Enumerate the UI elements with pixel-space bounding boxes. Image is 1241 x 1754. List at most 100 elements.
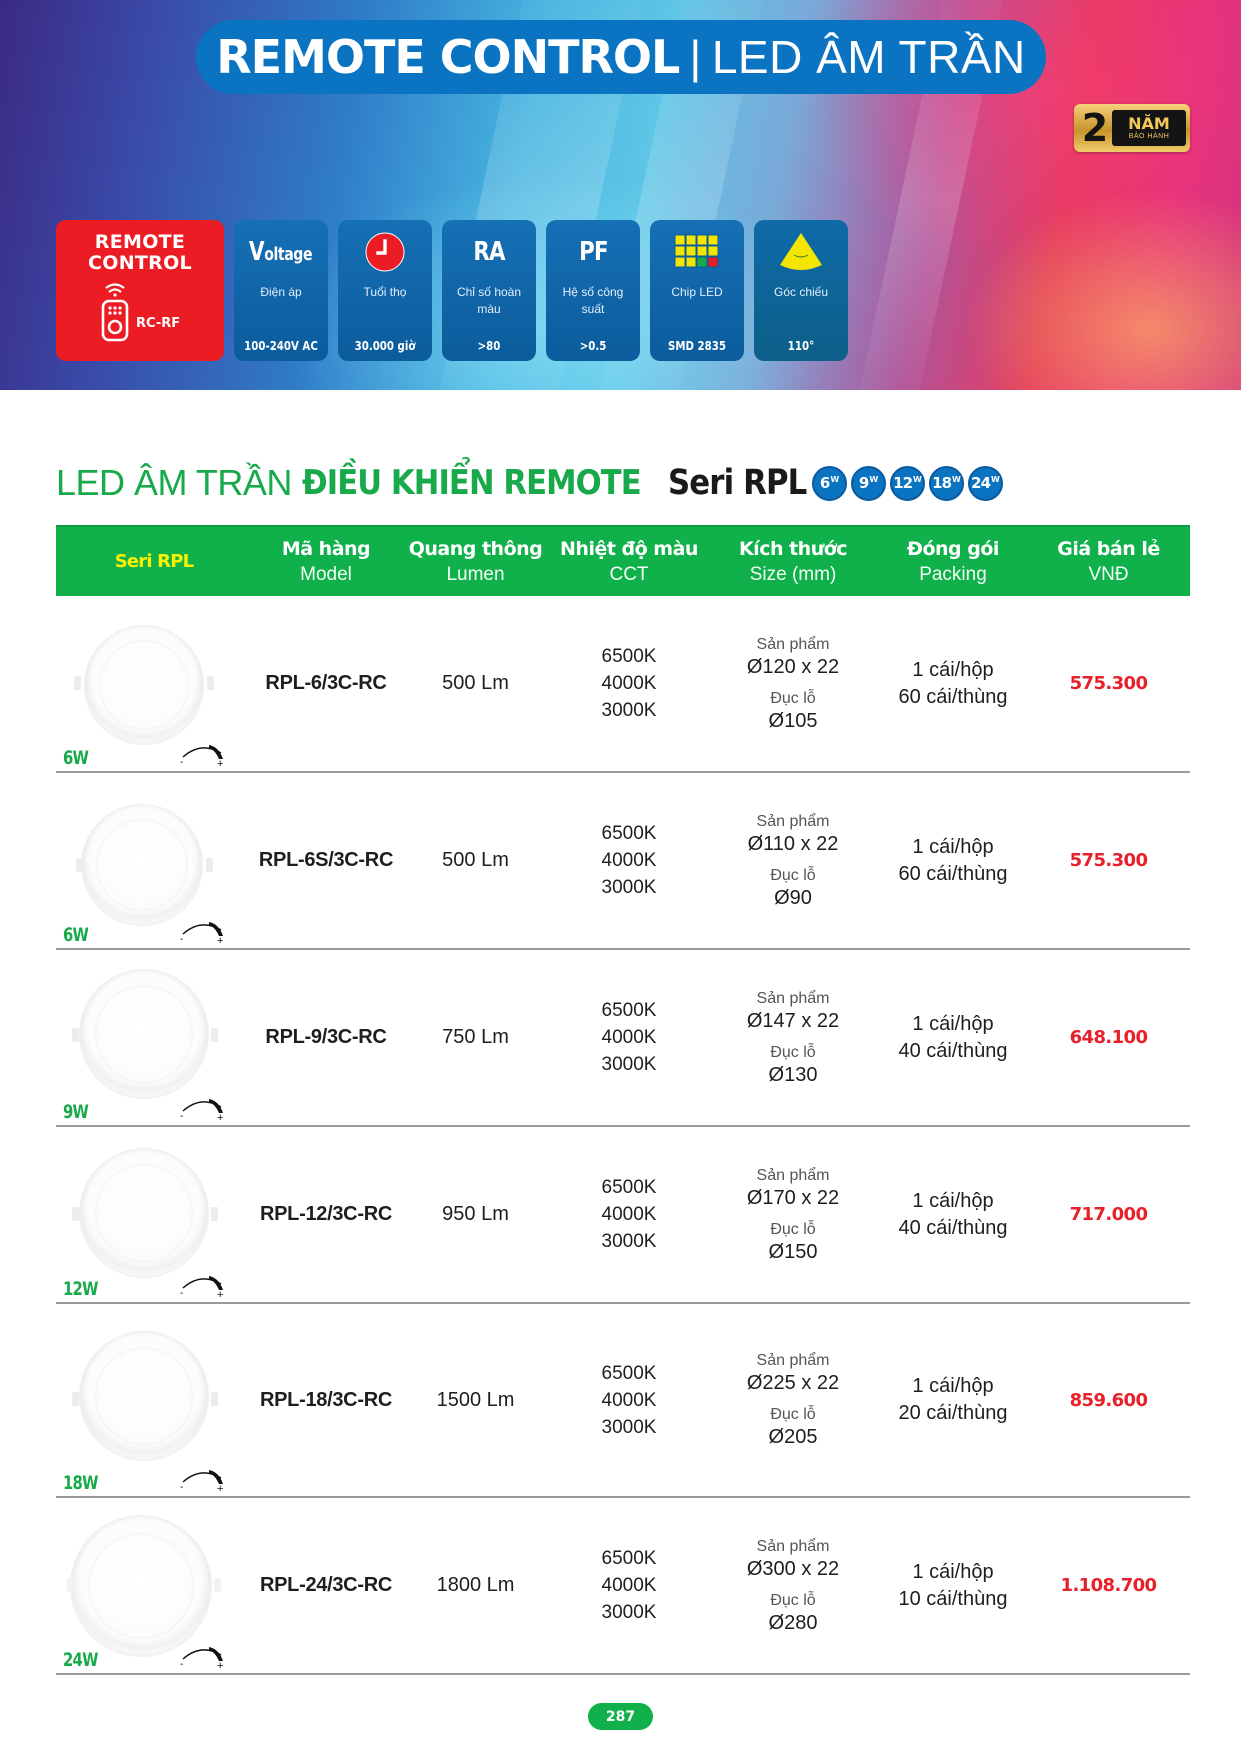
packing-values: 1 cái/hộp 40 cái/thùng — [898, 1189, 1008, 1239]
remote-label: RC-RF — [136, 316, 181, 331]
watt-label: 18W — [63, 1472, 98, 1494]
svg-text:+: + — [217, 1112, 223, 1121]
spec-value: >80 — [477, 339, 501, 353]
cct-values: 6500K 4000K 3000K — [601, 1177, 657, 1252]
header-cct: Nhiệt độ màu CCT — [560, 537, 698, 585]
watt-label: 9W — [63, 1101, 89, 1123]
product-table: Seri RPL Mã hàng Model Quang thông Lumen N… — [56, 525, 1190, 1675]
spec-card-ra: RA Chỉ số hoàn màu >80 — [442, 220, 536, 361]
size-values: Sản phẩm Ø147 x 22 Đục lỗ Ø130 — [746, 989, 840, 1086]
hero-banner: REMOTE CONTROL | LED ÂM TRẦN 2 NĂM BẢO H… — [0, 0, 1241, 440]
packing-values: 1 cái/hộp 20 cái/thùng — [898, 1375, 1008, 1424]
size-values: Sản phẩm Ø225 x 22 Đục lỗ Ø205 — [746, 1352, 840, 1448]
series-name: Seri RPL — [668, 463, 807, 503]
size-values: Sản phẩm Ø300 x 22 Đục lỗ Ø280 — [746, 1537, 840, 1634]
table-row: 6W - + RPL-6/3C-RC 500 Lm 6500K 4000K 3000K… — [56, 596, 1190, 773]
spec-label: Góc chiếu — [773, 285, 829, 299]
spec-value: >0.5 — [579, 339, 607, 353]
warranty-unit: NĂM — [1128, 113, 1170, 133]
model-code: RPL-24/3C-RC — [260, 1574, 392, 1596]
dimmer-icon: - + — [180, 922, 223, 944]
cct-values: 6500K 4000K 3000K — [601, 823, 657, 898]
table-header: Seri RPL Mã hàng Model Quang thông Lumen N… — [56, 525, 1190, 596]
section-title-bold: ĐIỀU KHIỂN REMOTE — [301, 463, 642, 503]
model-code: RPL-12/3C-RC — [260, 1203, 392, 1225]
size-values: Sản phẩm Ø170 x 22 Đục lỗ Ø150 — [746, 1166, 840, 1263]
cct-values: 6500K 4000K 3000K — [601, 1548, 657, 1623]
svg-text:+: + — [217, 1660, 223, 1669]
downlight-image — [85, 626, 203, 744]
retail-price: 648.100 — [1069, 1027, 1148, 1048]
spec-label: Chỉ số hoàn màu — [456, 285, 522, 316]
downlight-image — [71, 1516, 211, 1656]
table-row: 9W - + RPL-9/3C-RC 750 Lm 6500K 4000K 3000K… — [56, 950, 1190, 1127]
header-size: Kích thước Size (mm) — [738, 537, 848, 585]
spec-value: 30.000 giờ — [354, 339, 416, 353]
warranty-badge: 2 NĂM BẢO HÀNH — [1074, 104, 1190, 152]
spec-card-lifetime: Tuổi thọ 30.000 giờ — [338, 220, 432, 361]
model-code: RPL-6S/3C-RC — [258, 849, 394, 871]
lumen-value: 1800 Lm — [436, 1574, 515, 1596]
svg-text:+: + — [217, 935, 223, 944]
spec-value: 110° — [787, 339, 815, 353]
voltage-icon: Voltage — [249, 237, 313, 267]
svg-text:-: - — [180, 757, 183, 767]
product-image-cell: 12W - + — [56, 1127, 252, 1302]
header-series: Seri RPL — [114, 551, 194, 572]
spec-label: Điện áp — [260, 285, 302, 299]
packing-values: 1 cái/hộp 40 cái/thùng — [898, 1012, 1008, 1062]
spec-value: SMD 2835 — [668, 339, 726, 353]
spec-label: Hệ số công suất — [562, 285, 624, 316]
spec-cards: REMOTE CONTROL RC-RF Voltage Điện áp 100… — [56, 220, 848, 361]
section-heading: LED ÂM TRẦN ĐIỀU KHIỂN REMOTE Seri RPL 6… — [56, 458, 1003, 508]
title-separator: | — [689, 31, 702, 83]
retail-price: 1.108.700 — [1060, 1575, 1158, 1596]
model-code: RPL-18/3C-RC — [260, 1388, 392, 1411]
retail-price: 575.300 — [1069, 850, 1148, 871]
cct-values: 6500K 4000K 3000K — [601, 646, 657, 721]
model-code: RPL-9/3C-RC — [265, 1026, 387, 1048]
watt-badge: 24 W — [967, 465, 1003, 501]
title-light: LED ÂM TRẦN — [711, 31, 1026, 83]
watt-badge: 18 W — [928, 465, 964, 501]
product-image-cell: 9W - + — [56, 950, 252, 1125]
dimmer-icon: - + — [180, 1276, 223, 1298]
size-values: Sản phẩm Ø120 x 22 Đục lỗ Ø105 — [746, 635, 840, 732]
spec-card-beam-angle: Góc chiếu 110° — [754, 220, 848, 361]
watt-badge: 12 W — [889, 465, 925, 501]
lumen-value: 1500 Lm — [436, 1388, 515, 1411]
spec-value: 100-240V AC — [244, 339, 318, 353]
downlight-image — [80, 1332, 208, 1460]
svg-text:+: + — [217, 1289, 223, 1298]
warranty-label: BẢO HÀNH — [1128, 132, 1170, 140]
lumen-value: 500 Lm — [442, 849, 509, 871]
dimmer-icon: - + — [180, 1470, 223, 1492]
remote-control-card: REMOTE CONTROL RC-RF — [56, 220, 224, 361]
watt-label: 6W — [63, 747, 89, 769]
retail-price: 859.600 — [1069, 1389, 1148, 1411]
remote-title-line2: CONTROL — [88, 252, 192, 274]
header-lumen: Quang thông Lumen — [408, 537, 543, 585]
page-title: REMOTE CONTROL | LED ÂM TRẦN — [196, 20, 1046, 94]
product-image-cell: 6W - + — [56, 773, 252, 948]
title-bold: REMOTE CONTROL — [216, 30, 680, 84]
packing-values: 1 cái/hộp 60 cái/thùng — [898, 658, 1008, 708]
dimmer-icon: - + — [180, 1647, 223, 1669]
spec-label: Tuổi thọ — [363, 285, 407, 299]
table-row: 12W - + RPL-12/3C-RC 950 Lm 6500K 4000K 300… — [56, 1127, 1190, 1304]
svg-text:-: - — [180, 1288, 183, 1298]
watt-label: 24W — [63, 1649, 98, 1671]
model-code: RPL-6/3C-RC — [265, 672, 387, 694]
dimmer-icon: - + — [180, 745, 223, 767]
size-values: Sản phẩm Ø110 x 22 Đục lỗ Ø90 — [747, 812, 839, 909]
header-model: Mã hàng Model — [281, 537, 371, 585]
svg-text:+: + — [217, 1483, 223, 1492]
product-image-cell: 18W - + — [56, 1304, 252, 1496]
pf-icon: PF — [578, 237, 608, 267]
packing-values: 1 cái/hộp 60 cái/thùng — [898, 835, 1008, 885]
lumen-value: 750 Lm — [442, 1026, 509, 1048]
spec-label: Chip LED — [671, 285, 723, 299]
